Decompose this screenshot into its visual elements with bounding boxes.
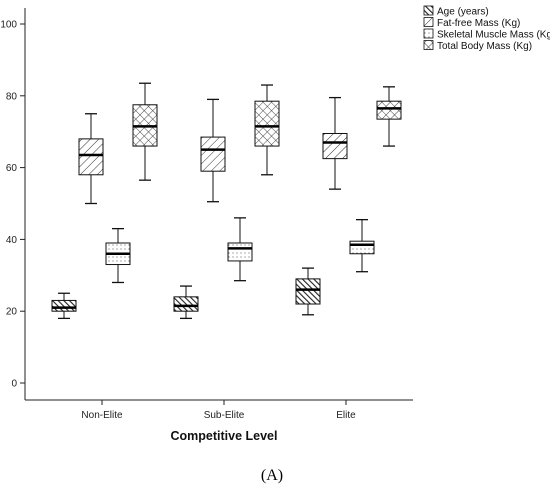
box-iqr: [227, 242, 253, 262]
legend: Age (years)Fat-free Mass (Kg)Skeletal Mu…: [423, 5, 550, 52]
x-axis: Non-Elite Sub-Elite Elite Competitive Leve…: [25, 399, 413, 443]
y-tick-label: 0: [11, 379, 17, 390]
legend-label: Fat-free Mass (Kg): [437, 18, 520, 29]
series-group: [105, 217, 375, 284]
y-tick-label: 20: [6, 307, 18, 318]
box-iqr: [295, 278, 321, 305]
y-tick-label: 60: [6, 163, 18, 174]
legend-item: Fat-free Mass (Kg): [423, 17, 520, 29]
box: [132, 82, 158, 181]
series-group: [78, 96, 348, 205]
legend-swatch: [423, 40, 434, 50]
y-tick-label: 40: [6, 235, 18, 246]
y-axis-ticks: 0 20 40 60 80 100: [0, 20, 25, 390]
x-axis-title: Competitive Level: [171, 429, 278, 443]
panel-label: (A): [261, 467, 283, 484]
y-tick-label: 80: [6, 91, 18, 102]
x-tick-label: Non-Elite: [81, 410, 123, 421]
box: [200, 98, 226, 203]
box-iqr: [254, 100, 280, 147]
box: [349, 219, 375, 273]
box-iqr: [51, 299, 77, 312]
legend-label: Skeletal Muscle Mass (Kg): [437, 30, 550, 41]
legend-label: Age (years): [437, 7, 489, 18]
box: [173, 285, 199, 320]
legend-swatch: [423, 28, 434, 39]
box: [322, 96, 348, 190]
x-tick-label: Elite: [336, 410, 356, 421]
series-group: [132, 82, 402, 181]
box: [295, 267, 321, 316]
box-iqr: [78, 138, 104, 176]
x-axis-ticks: Non-Elite Sub-Elite Elite: [81, 400, 356, 421]
box-iqr: [322, 132, 348, 160]
box: [51, 292, 77, 320]
legend-label: Total Body Mass (Kg): [437, 41, 532, 52]
legend-item: Total Body Mass (Kg): [423, 40, 532, 52]
box-iqr: [173, 296, 199, 312]
legend-swatch: [423, 17, 434, 27]
x-tick-label: Sub-Elite: [204, 410, 245, 421]
box: [376, 86, 402, 147]
box-iqr: [200, 136, 226, 172]
legend-swatch: [423, 5, 434, 16]
box: [254, 84, 280, 176]
legend-item: Skeletal Muscle Mass (Kg): [423, 28, 550, 41]
box: [105, 227, 131, 284]
boxplot-series: [51, 82, 402, 320]
y-axis: 0 20 40 60 80 100: [0, 8, 26, 400]
box-iqr: [349, 240, 375, 255]
series-group: [51, 267, 321, 320]
box-iqr: [376, 100, 402, 120]
legend-item: Age (years): [423, 5, 489, 18]
box: [227, 217, 253, 282]
y-tick-label: 100: [0, 20, 17, 31]
box: [78, 113, 104, 205]
